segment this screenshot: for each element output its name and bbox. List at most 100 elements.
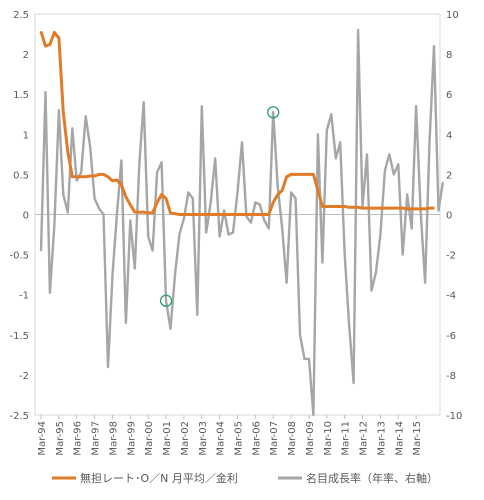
data-point [120,159,123,162]
y-right-tick-label: 10 [446,10,459,21]
y-left-tick-label: -1.5 [9,331,29,342]
data-point [379,207,382,209]
data-point [348,323,350,326]
data-point [227,233,230,236]
data-point [245,215,248,218]
data-point [317,189,319,192]
x-tick-label: Mar-01 [162,421,173,456]
data-point [111,180,114,182]
y-left-tick-label: -1 [19,291,29,302]
data-point [281,189,283,192]
data-point [129,204,132,206]
data-point [366,153,368,156]
x-tick-label: Mar-14 [394,421,405,456]
data-point [281,227,283,230]
data-point [321,205,324,208]
data-point [254,201,257,204]
data-point [147,235,149,238]
data-point [334,157,337,160]
data-point [272,111,275,114]
data-point [200,105,203,108]
data-point [442,181,444,184]
y-left-tick-label: 2 [23,50,29,61]
highlight-circle [159,294,173,307]
data-point [419,208,422,210]
data-point [303,173,306,176]
y-left-tick-label: 1 [23,130,29,141]
data-point [40,249,42,252]
series-overnight-rate [39,30,435,216]
data-point [299,334,301,336]
data-point [66,151,69,153]
data-point [53,31,56,34]
data-point [276,193,279,196]
data-point [375,271,377,274]
x-tick-label: Mar-02 [180,421,191,456]
data-point [241,213,243,216]
data-point [156,171,158,174]
data-point [339,141,342,144]
data-point [138,211,141,213]
data-point [428,141,431,144]
data-point [142,101,145,104]
data-point [218,213,221,216]
data-point [151,249,154,252]
data-point [375,207,377,209]
x-axis-ticks: Mar-94 Mar-95 Mar-96 Mar-97 Mar-98 Mar-99 Mar-… [37,415,423,456]
data-point [102,213,105,216]
data-point [303,358,306,360]
y-left-tick-label: 2.5 [13,10,29,21]
data-point [250,213,252,216]
data-point [174,212,176,215]
data-point [254,213,257,216]
data-point [285,176,288,178]
legend: 無担レート･O／N 月平均／金利 名目成長率（年率、右軸） [52,471,438,485]
series-nominal-growth [39,28,445,417]
data-point [214,213,216,216]
y-right-tick-label: -8 [446,371,456,382]
data-point [393,207,395,209]
data-point [236,213,239,216]
data-point [93,197,96,200]
data-point [437,209,440,212]
data-point [415,208,417,210]
data-point [102,173,105,176]
data-point [183,217,185,220]
data-point [133,211,136,213]
y-right-tick-label: 6 [446,90,452,101]
data-point [401,207,404,209]
data-point [384,169,386,172]
data-point [107,366,109,368]
data-point [120,184,123,186]
data-point [214,157,216,160]
data-point [209,201,212,204]
data-point [125,321,127,324]
data-point [89,145,91,148]
y-left-tick-label: -2.5 [9,411,29,422]
data-point [93,175,96,177]
data-point [433,207,435,209]
data-point [205,213,208,216]
y-right-tick-label: 8 [446,50,452,61]
data-point [267,213,270,216]
data-point [285,281,288,284]
data-point [361,207,364,209]
data-point [312,414,315,416]
data-point [370,207,373,209]
data-point [290,173,292,176]
data-point [49,291,51,294]
data-point [357,206,359,209]
data-point [334,205,337,208]
x-tick-label: Mar-13 [376,421,387,456]
data-point [357,29,359,31]
data-point [205,231,208,234]
data-point [160,193,163,196]
data-point [192,197,194,200]
data-point [138,163,141,166]
x-tick-label: Mar-00 [144,421,155,456]
data-point [58,37,60,39]
y-left-tick-label: 0.5 [13,170,29,181]
y-left-tick-label: -2 [19,371,29,382]
data-point [133,267,136,270]
